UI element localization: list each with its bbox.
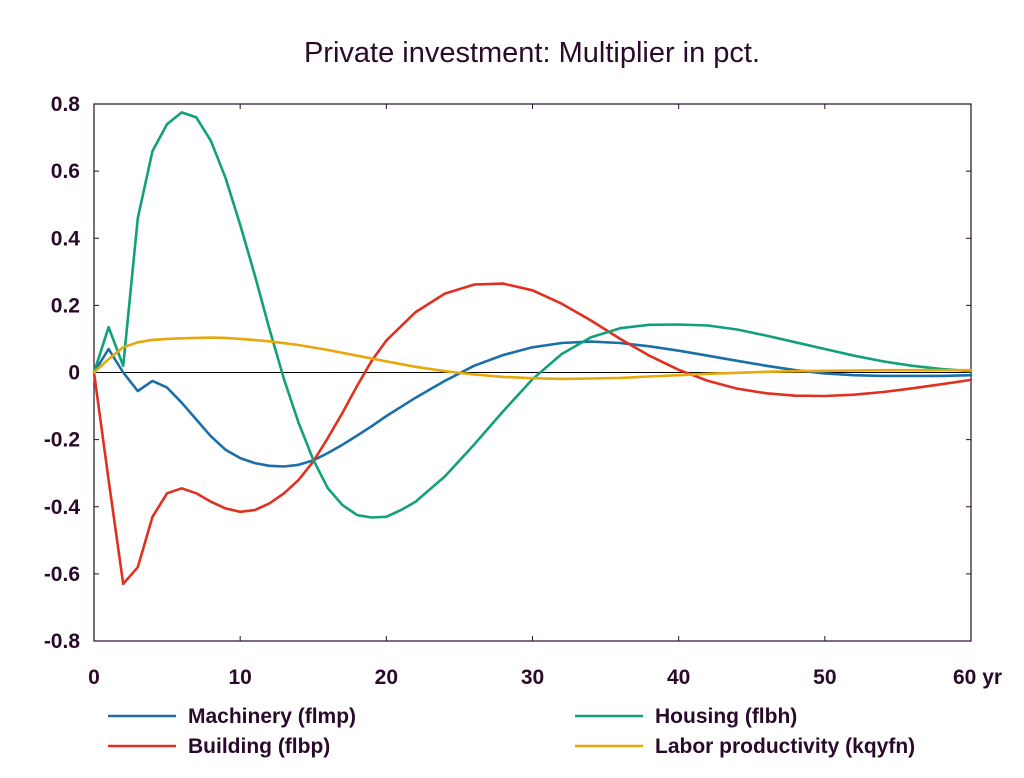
y-tick-label: 0.2 xyxy=(51,294,80,317)
x-tick-label: 0 xyxy=(88,666,100,689)
series-line xyxy=(92,282,973,586)
y-axis-tick-labels: -0.8 -0.6 -0.4 -0.2 0 0.2 0.4 0.6 0.8 xyxy=(44,93,81,653)
y-tick-label: 0.8 xyxy=(51,93,81,116)
x-tick-label: 40 xyxy=(667,666,690,689)
y-tick-label: 0.6 xyxy=(51,160,80,183)
series-line xyxy=(92,340,973,468)
legend: Machinery (flmp) Building (flbp) Housing (… xyxy=(108,705,915,758)
y-tick-label: -0.2 xyxy=(44,429,80,452)
y-tick-label: -0.6 xyxy=(44,563,80,586)
legend-label: Machinery (flmp) xyxy=(188,705,356,728)
y-tick-label: 0 xyxy=(68,362,80,385)
chart-title: Private investment: Multiplier in pct. xyxy=(304,37,760,69)
x-tick-label: 50 xyxy=(813,666,836,689)
series-lines xyxy=(92,111,973,586)
y-tick-label: -0.8 xyxy=(44,630,81,653)
x-tick-label: 10 xyxy=(228,666,251,689)
x-tick-label: 60 yr xyxy=(953,666,1002,689)
y-tick-label: -0.4 xyxy=(44,496,81,519)
x-tick-label: 20 xyxy=(375,666,398,689)
x-axis-tick-labels: 0 10 20 30 40 50 60 yr xyxy=(88,666,1002,689)
series-line xyxy=(92,336,973,381)
legend-label: Housing (flbh) xyxy=(655,705,797,728)
legend-label: Building (flbp) xyxy=(188,735,330,758)
series-line xyxy=(92,111,973,519)
axis-ticks xyxy=(93,103,972,642)
y-tick-label: 0.4 xyxy=(51,227,81,250)
legend-label: Labor productivity (kqyfn) xyxy=(655,735,915,758)
x-tick-label: 30 xyxy=(521,666,544,689)
